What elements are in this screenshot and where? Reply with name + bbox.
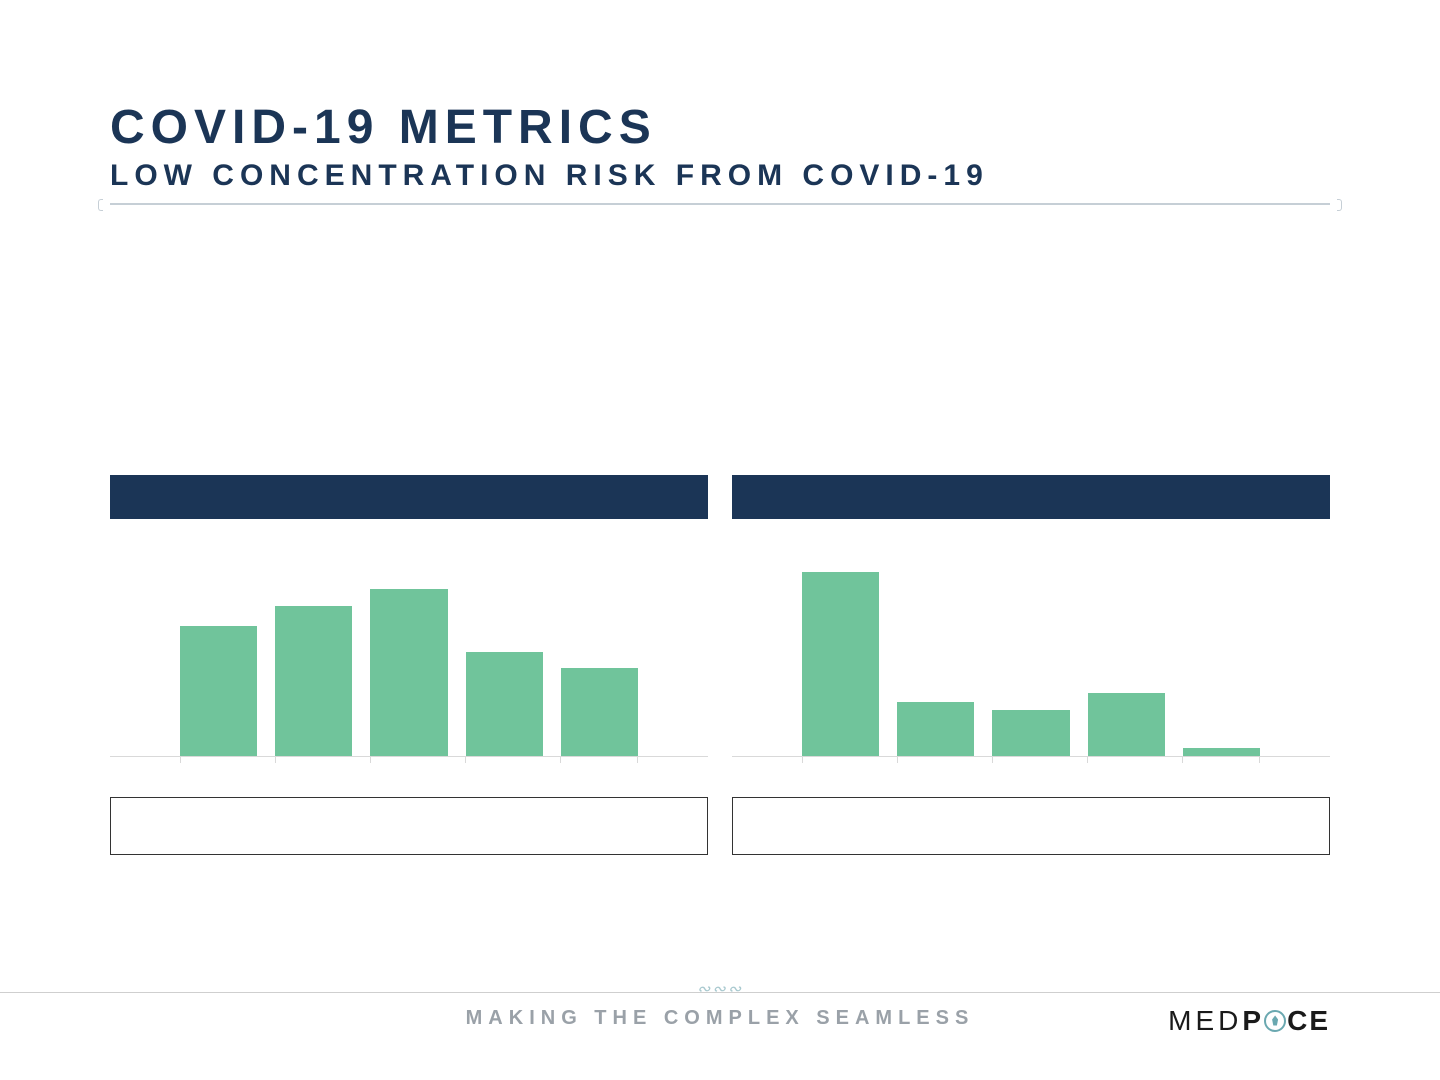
bar — [561, 668, 638, 756]
title-rule — [110, 203, 1330, 205]
tick — [560, 757, 638, 763]
bar — [992, 710, 1069, 756]
chart-left-header — [110, 475, 708, 519]
chart-right-header — [732, 475, 1330, 519]
chart-left-ticks — [110, 757, 708, 763]
tick — [992, 757, 1069, 763]
charts-row — [110, 475, 1330, 855]
tick — [897, 757, 974, 763]
chart-left-caption-box — [110, 797, 708, 855]
chart-left — [110, 475, 708, 855]
footer-tagline: MAKING THE COMPLEX SEAMLESS — [466, 1007, 975, 1030]
bar — [1183, 748, 1260, 756]
bar — [370, 589, 447, 756]
chart-left-area — [110, 547, 708, 757]
brand-bold-2: CE — [1287, 1005, 1330, 1036]
tick — [275, 757, 352, 763]
chart-right-bars — [732, 547, 1330, 756]
bar — [180, 626, 257, 756]
chart-left-bars — [110, 547, 708, 756]
footer-ornament-icon: ∾∾∾ — [697, 979, 743, 999]
chart-right-caption-box — [732, 797, 1330, 855]
chart-right — [732, 475, 1330, 855]
bar — [897, 702, 974, 756]
tick — [802, 757, 879, 763]
page-title: COVID-19 METRICS — [110, 100, 1330, 155]
bar — [466, 652, 543, 757]
tick — [1182, 757, 1260, 763]
brand-prefix: MED — [1168, 1005, 1242, 1036]
brand-logo: MEDP CE — [1168, 1005, 1330, 1037]
bar — [275, 606, 352, 756]
bar — [1088, 693, 1165, 756]
tick — [465, 757, 542, 763]
chart-right-ticks — [732, 757, 1330, 763]
chart-right-area — [732, 547, 1330, 757]
slide: COVID-19 METRICS LOW CONCENTRATION RISK … — [0, 0, 1440, 1080]
tick — [180, 757, 257, 763]
footer-inner: ∾∾∾ MAKING THE COMPLEX SEAMLESS MEDPCE — [0, 1007, 1440, 1030]
brand-bold-1: P — [1242, 1005, 1263, 1036]
tick — [370, 757, 447, 763]
bar — [802, 572, 879, 756]
tick — [1087, 757, 1164, 763]
page-subtitle: LOW CONCENTRATION RISK FROM COVID-19 — [110, 159, 1330, 193]
title-block: COVID-19 METRICS LOW CONCENTRATION RISK … — [110, 100, 1330, 205]
brand-icon — [1264, 1010, 1286, 1032]
title-rule-line — [110, 203, 1330, 205]
footer: ∾∾∾ MAKING THE COMPLEX SEAMLESS MEDPCE — [0, 992, 1440, 1030]
